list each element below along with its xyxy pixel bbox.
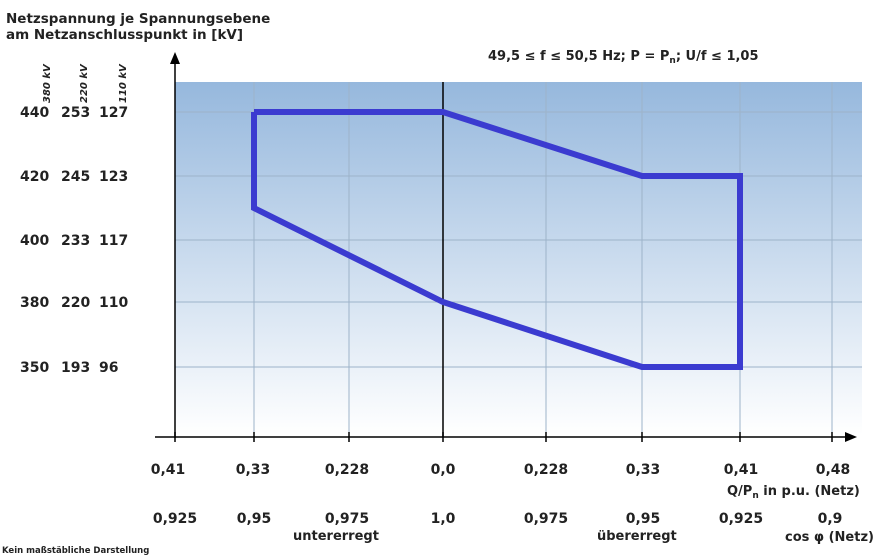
cos-tick-label: 0,975 xyxy=(524,511,568,527)
q-axis-label: Q/Pn in p.u. (Netz) xyxy=(727,484,860,501)
y-tick-label-v220: 220 xyxy=(61,295,90,311)
q-tick-label: 0,48 xyxy=(816,462,851,478)
title-line-2: am Netzanschlusspunkt in [kV] xyxy=(6,27,243,43)
q-tick-label: 0,0 xyxy=(431,462,456,478)
level-label-220: 220 kV xyxy=(79,63,90,103)
q-tick-label: 0,33 xyxy=(626,462,661,478)
y-tick-label-v110: 96 xyxy=(99,360,118,376)
y-tick-label-v220: 245 xyxy=(61,169,90,185)
x-axis-arrow xyxy=(845,432,857,442)
q-tick-label: 0,41 xyxy=(151,462,186,478)
q-tick-label: 0,41 xyxy=(724,462,759,478)
q-tick-label: 0,33 xyxy=(236,462,271,478)
cos-tick-label: 0,9 xyxy=(818,511,843,527)
cos-tick-label: 0,925 xyxy=(719,511,763,527)
cos-tick-label: 0,95 xyxy=(237,511,272,527)
y-tick-label-v380: 350 xyxy=(20,360,49,376)
cos-tick-label: 0,975 xyxy=(325,511,369,527)
y-tick-label-v220: 193 xyxy=(61,360,90,376)
y-axis-arrow xyxy=(170,52,180,64)
level-label-110: 110 kV xyxy=(118,63,129,103)
title-line-1: Netzspannung je Spannungsebene xyxy=(6,11,270,27)
y-tick-label-v110: 123 xyxy=(99,169,128,185)
level-label-380: 380 kV xyxy=(42,63,53,103)
y-tick-label-v110: 110 xyxy=(99,295,128,311)
y-tick-label-v380: 440 xyxy=(20,105,49,121)
q-tick-label: 0,228 xyxy=(325,462,369,478)
cos-tick-label: 0,95 xyxy=(626,511,661,527)
y-tick-label-v380: 380 xyxy=(20,295,49,311)
region-overexcited: übererregt xyxy=(597,529,677,544)
y-tick-label-v110: 127 xyxy=(99,105,128,121)
x-ticks xyxy=(174,432,833,442)
y-tick-label-v380: 400 xyxy=(20,233,49,249)
y-tick-rows: 440 253 127 420 245 123 400 233 117 380 220 110 350 1… xyxy=(20,105,128,376)
y-tick-label-v110: 117 xyxy=(99,233,128,249)
y-tick-label-v220: 253 xyxy=(61,105,90,121)
condition-label: 49,5 ≤ f ≤ 50,5 Hz; P = Pn; U/f ≤ 1,05 xyxy=(488,49,759,66)
series-layer xyxy=(251,109,743,370)
plot-background xyxy=(175,82,862,435)
x-tick-labels: 0,41 0,33 0,228 0,0 0,228 0,33 0,41 0,48 0,925 0,… xyxy=(151,462,851,527)
y-tick-label-v220: 233 xyxy=(61,233,90,249)
q-tick-label: 0,228 xyxy=(524,462,568,478)
cos-tick-label: 0,925 xyxy=(153,511,197,527)
footnote: Kein maßstäbliche Darstellung xyxy=(2,546,149,556)
cos-axis-label: cos φ (Netz) xyxy=(785,530,874,545)
region-underexcited: untererregt xyxy=(293,529,379,544)
y-tick-label-v380: 420 xyxy=(20,169,49,185)
cos-tick-label: 1,0 xyxy=(431,511,456,527)
